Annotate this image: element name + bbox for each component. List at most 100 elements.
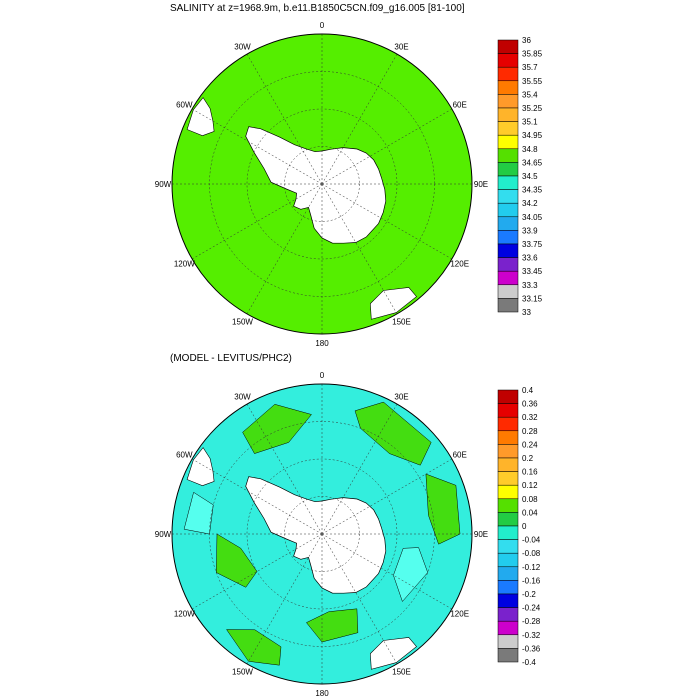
positive-anomaly-region	[216, 533, 258, 588]
colorbar-tick-label: 0.36	[522, 400, 538, 409]
colorbar-swatch	[497, 175, 519, 190]
meridian-line	[321, 533, 398, 665]
meridian-line	[321, 183, 453, 260]
colorbar-tick-label: 0.04	[522, 508, 538, 517]
longitude-label: 30E	[394, 392, 408, 401]
meridian-line	[191, 183, 323, 260]
colorbar-swatch	[497, 121, 519, 136]
colorbar-tick-label: 0.32	[522, 413, 538, 422]
colorbar: 0.4 0.36 0.32 0.28 0.24 0.2 0.16 0.12 0.08 0.04 0 -…	[497, 386, 541, 667]
colorbar-swatch	[497, 216, 519, 231]
colorbar-tick-label: 33	[522, 308, 531, 317]
meridian-line	[191, 108, 323, 185]
colorbar-tick-label: 33.6	[522, 254, 538, 263]
colorbar-tick-label: -0.12	[522, 563, 541, 572]
longitude-label: 0	[320, 371, 325, 380]
colorbar-tick-label: 34.35	[522, 186, 543, 195]
colorbar-swatch	[497, 257, 519, 272]
colorbar-tick-label: 34.8	[522, 145, 538, 154]
colorbar-tick-label: -0.28	[522, 617, 541, 626]
colorbar-tick-label: 33.15	[522, 294, 543, 303]
longitude-label: 120E	[450, 610, 469, 619]
colorbar-swatch	[497, 189, 519, 204]
positive-anomaly-region	[306, 608, 359, 643]
colorbar-tick-label: -0.04	[522, 536, 541, 545]
difference-map-title: (MODEL - LEVITUS/PHC2)	[170, 353, 292, 364]
colorbar-swatch	[497, 444, 519, 459]
antarctica-landmass	[245, 476, 387, 594]
salinity-map: 0 30E 60E 90E 120E 150E 180 150W 120W 90W 60W 30W 36…	[155, 21, 543, 348]
colorbar-tick-label: 33.9	[522, 226, 538, 235]
longitude-label: 60E	[453, 451, 467, 460]
longitude-label: 30W	[234, 42, 251, 51]
negative-anomaly-region	[183, 491, 214, 535]
meridian-line	[321, 403, 398, 535]
colorbar-swatch	[497, 593, 519, 608]
difference-map: 0 30E 60E 90E 120E 150E 180 150W 120W 90W 60W 30W 0.…	[155, 371, 541, 698]
colorbar-tick-label: 34.05	[522, 213, 543, 222]
colorbar-swatch	[497, 403, 519, 418]
antarctica-landmass	[245, 126, 387, 244]
colorbar-swatch	[497, 607, 519, 622]
longitude-label: 90E	[474, 180, 488, 189]
colorbar-tick-label: 0.16	[522, 468, 538, 477]
positive-anomaly-region	[242, 404, 312, 454]
longitude-label: 60W	[176, 101, 193, 110]
colorbar-swatch	[497, 430, 519, 445]
colorbar-tick-label: 0	[522, 522, 527, 531]
colorbar-tick-label: 35.7	[522, 63, 538, 72]
colorbar-swatch	[497, 66, 519, 82]
colorbar-tick-label: 33.75	[522, 240, 543, 249]
colorbar-swatch	[497, 539, 519, 554]
meridian-line	[321, 533, 453, 610]
colorbar-tick-label: -0.16	[522, 576, 541, 585]
colorbar-tick-label: -0.4	[522, 658, 536, 667]
colorbar-tick-label: 36	[522, 36, 531, 45]
meridian-line	[246, 533, 323, 665]
colorbar-swatch	[497, 634, 519, 649]
longitude-label: 60W	[176, 451, 193, 460]
longitude-label: 180	[315, 339, 329, 348]
longitude-label: 0	[320, 21, 325, 30]
colorbar-swatch	[497, 107, 519, 122]
colorbar-tick-label: 35.85	[522, 50, 543, 59]
colorbar-swatch	[497, 243, 519, 258]
longitude-label: 90E	[474, 530, 488, 539]
colorbar-swatch	[497, 457, 519, 472]
positive-anomaly-region	[354, 401, 432, 466]
colorbar-tick-label: 34.5	[522, 172, 538, 181]
colorbar-tick-label: 35.25	[522, 104, 543, 113]
map-title: SALINITY at z=1968.9m, b.e11.B1850C5CN.f…	[170, 3, 465, 14]
colorbar-tick-label: 35.55	[522, 77, 543, 86]
colorbar-swatch	[497, 80, 519, 95]
positive-anomaly-region	[226, 629, 282, 666]
colorbar-tick-label: 34.2	[522, 199, 538, 208]
colorbar-swatch	[497, 230, 519, 245]
south-america-landmass	[186, 447, 215, 487]
longitude-label: 60E	[453, 101, 467, 110]
colorbar-swatch	[497, 471, 519, 486]
meridian-line	[246, 183, 323, 315]
longitude-label: 120W	[174, 260, 195, 269]
colorbar-tick-label: -0.24	[522, 604, 541, 613]
longitude-label: 90W	[155, 530, 172, 539]
longitude-label: 120W	[174, 610, 195, 619]
colorbar-tick-label: 35.4	[522, 90, 538, 99]
latitude-circle	[246, 458, 398, 610]
map-border	[171, 33, 473, 335]
negative-anomaly-region	[393, 547, 428, 602]
colorbar-swatch	[497, 134, 519, 150]
colorbar-tick-label: 33.3	[522, 281, 538, 290]
colorbar-swatch	[497, 525, 519, 540]
colorbar-tick-label: 0.12	[522, 481, 538, 490]
colorbar-swatch	[497, 484, 519, 500]
colorbar-tick-label: 33.45	[522, 267, 543, 276]
meridian-line	[246, 53, 323, 185]
colorbar-tick-label: -0.08	[522, 549, 541, 558]
colorbar-tick-label: 0.08	[522, 495, 538, 504]
colorbar-tick-label: 34.95	[522, 131, 543, 140]
colorbar-swatch	[497, 53, 519, 68]
longitude-label: 120E	[450, 260, 469, 269]
colorbar-swatch	[497, 148, 519, 163]
